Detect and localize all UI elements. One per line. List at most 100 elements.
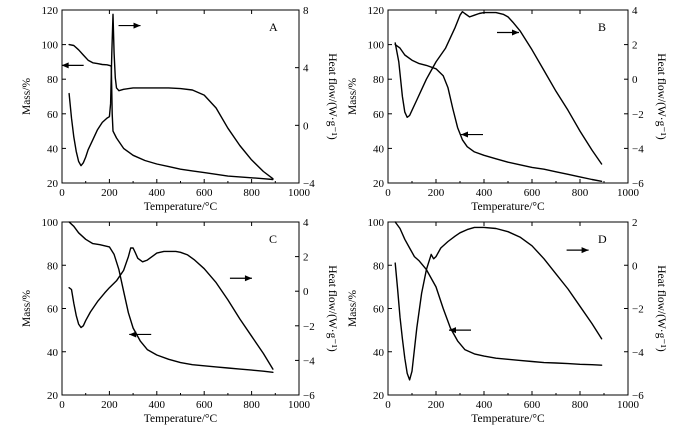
y-right-tick-label: 0 [303,120,309,132]
y-left-tick-label: 60 [47,304,59,316]
x-tick-label: 200 [428,187,445,199]
panel-label: A [269,20,278,34]
mass-curve [394,43,603,183]
heat-flow-curve [394,10,603,165]
y-left-tick-label: 100 [42,40,59,52]
panel-label: B [598,20,606,34]
y-right-tick-label: 4 [303,63,309,75]
y-right-tick-label: 0 [632,74,638,86]
x-axis-title: Temperature/°C [471,201,545,213]
y-right-axis-title: Heat flow/(W·g⁻¹) [655,265,667,352]
y-left-tick-label: 120 [42,5,59,17]
arrow-left-icon [129,331,152,338]
y-right-axis-title: Heat flow/(W·g⁻¹) [326,53,338,140]
plot-frame [61,221,300,396]
y-left-tick-label: 80 [373,260,385,272]
y-right-tick-label: 0 [632,260,638,272]
y-right-tick-label: −2 [632,304,644,316]
y-left-tick-label: 60 [373,304,385,316]
arrow-left-icon [449,327,471,334]
y-left-axis-title: Mass/% [347,78,359,115]
y-left-tick-label: 20 [47,390,59,402]
x-axis-title: Temperature/°C [471,413,545,425]
y-left-tick-label: 80 [47,74,59,86]
y-right-tick-label: −2 [632,109,644,121]
x-tick-label: 0 [59,187,65,199]
mass-curve [394,221,603,366]
panel-label: D [598,232,607,246]
y-right-tick-label: 2 [632,217,638,229]
panel-label: C [269,232,277,246]
x-tick-label: 800 [572,187,589,199]
y-left-tick-label: 20 [373,178,385,190]
panel-a: 0 200 400 600 800 1000 20 40 60 80 100 120 −4 0 4 8 Temp… [21,5,338,213]
y-right-axis-title: Heat flow/(W·g⁻¹) [655,53,667,140]
y-right-tick-label: −2 [303,321,315,333]
y-left-tick-label: 40 [373,143,385,155]
heat-flow-curve [394,226,603,381]
x-tick-label: 600 [196,399,213,411]
x-tick-label: 400 [476,187,493,199]
arrow-right-icon [497,29,519,36]
y-left-axis-title: Mass/% [21,78,33,115]
x-tick-label: 800 [243,399,260,411]
mass-curve [68,43,274,181]
y-left-axis-title: Mass/% [21,290,33,327]
panel-b: 0 200 400 600 800 1000 20 40 60 80 100 120 −6 −4 −2 0 2 4… [347,5,667,213]
x-tick-label: 200 [428,399,445,411]
heat-flow-curve [68,13,274,180]
plot-frame [61,9,300,184]
y-right-tick-label: 2 [632,40,638,52]
x-tick-label: 200 [101,399,118,411]
y-left-tick-label: 120 [368,5,385,17]
y-right-tick-label: −4 [303,178,315,190]
y-left-axis-title: Mass/% [347,290,359,327]
y-right-axis-title: Heat flow/(W·g⁻¹) [326,265,338,352]
mass-curve [68,221,274,373]
x-tick-label: 800 [572,399,589,411]
x-axis-title: Temperature/°C [144,201,218,213]
x-tick-label: 0 [385,187,391,199]
y-left-tick-label: 100 [368,217,385,229]
y-left-tick-label: 100 [42,217,59,229]
y-right-tick-label: −4 [632,143,644,155]
y-left-tick-label: 20 [47,178,59,190]
y-right-tick-label: 2 [303,252,309,264]
y-right-tick-label: 8 [303,5,309,17]
y-left-tick-label: 60 [47,109,59,121]
y-right-tick-label: −4 [632,347,644,359]
y-right-tick-label: −6 [303,390,315,402]
x-tick-label: 800 [243,187,260,199]
arrow-right-icon [229,275,252,282]
arrow-left-icon [61,62,84,69]
y-left-tick-label: 40 [373,347,385,359]
y-left-tick-label: 100 [368,40,385,52]
y-right-tick-label: 4 [632,5,638,17]
x-tick-label: 400 [149,187,166,199]
y-left-tick-label: 20 [373,390,385,402]
x-tick-label: 0 [59,399,65,411]
arrow-right-icon [566,247,589,254]
x-tick-label: 200 [101,187,118,199]
x-tick-label: 400 [476,399,493,411]
y-left-tick-label: 80 [47,260,59,272]
y-right-tick-label: −6 [632,390,644,402]
plot-frame [387,221,629,396]
y-right-tick-label: 0 [303,286,309,298]
x-tick-label: 1000 [617,187,640,199]
y-right-tick-label: −6 [632,178,644,190]
x-tick-label: 1000 [617,399,640,411]
x-tick-label: 1000 [288,187,311,199]
x-tick-label: 600 [524,399,541,411]
panel-c: 0 200 400 600 800 1000 20 40 60 80 100 −6 −4 −2 0 2 4 Tem… [21,217,338,425]
y-left-tick-label: 60 [373,109,385,121]
y-right-tick-label: 4 [303,217,309,229]
arrow-left-icon [461,131,483,138]
y-left-tick-label: 80 [373,74,385,86]
x-tick-label: 600 [196,187,213,199]
x-tick-label: 400 [149,399,166,411]
panel-d: 0 200 400 600 800 1000 20 40 60 80 100 −6 −4 −2 0 2 Temp… [347,217,667,425]
y-right-tick-label: −4 [303,355,315,367]
plot-frame [387,9,629,184]
